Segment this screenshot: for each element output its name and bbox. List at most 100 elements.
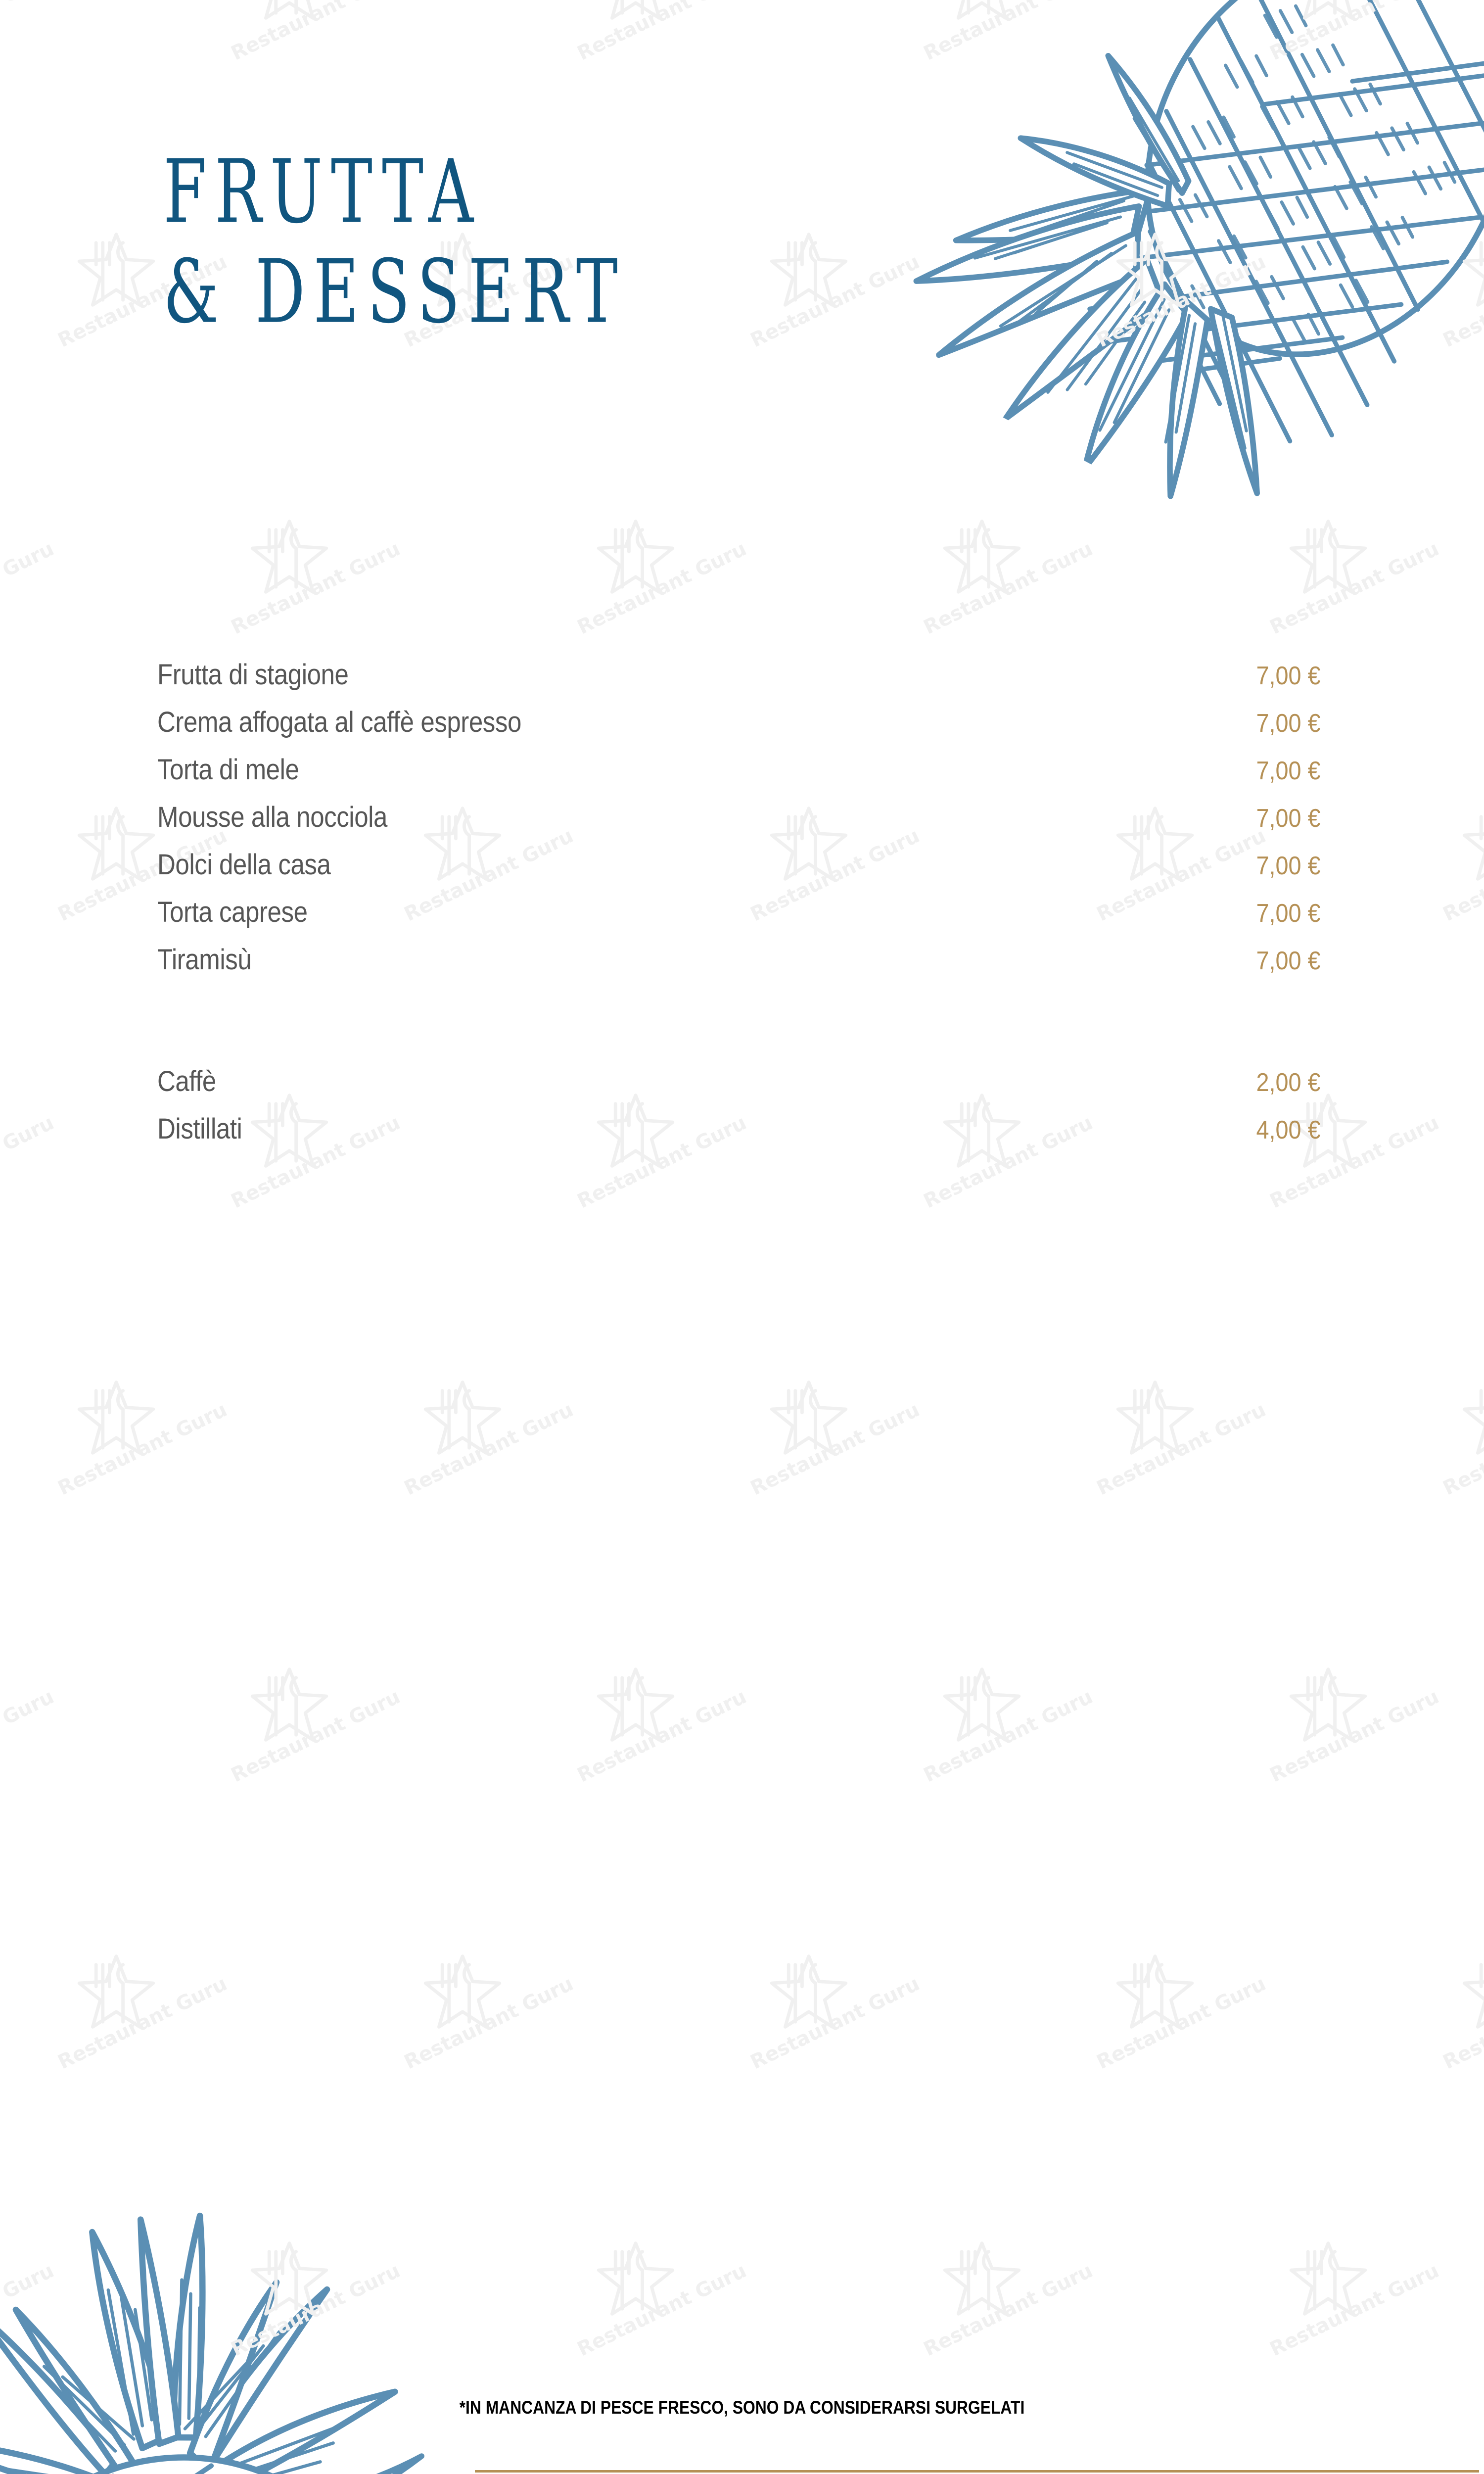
watermark-text: Restaurant Guru: [747, 1398, 924, 1500]
watermark-star-icon: [1113, 1950, 1291, 2128]
watermark-star-icon: [0, 515, 79, 693]
item-name: Frutta di stagione: [157, 659, 349, 691]
page-title: FRUTTA & DESSERT: [163, 148, 714, 348]
item-price: 7,00 €: [1256, 662, 1321, 690]
watermark-star-icon: [247, 0, 425, 119]
watermark-text: Restaurant Guru: [1439, 1398, 1484, 1500]
footer-divider: [475, 2470, 1479, 2473]
watermark-text: Restaurant Guru: [1439, 824, 1484, 926]
watermark-text: Restaurant Guru: [1266, 0, 1443, 65]
watermark-text: Restaurant Guru: [574, 2259, 750, 2361]
watermark-text: Restaurant Guru: [1266, 1685, 1443, 1787]
watermark-star-icon: [0, 0, 79, 119]
watermark-text: Restaurant Guru: [1439, 250, 1484, 352]
group-spacer: [157, 991, 1321, 1065]
menu-row: Torta di mele 7,00 €: [157, 753, 1321, 801]
pineapple-illustration-top-right: [835, 0, 1484, 595]
watermark-star-icon: [1459, 802, 1484, 980]
watermark-text: Restaurant Guru: [1093, 1972, 1270, 2074]
watermark-star-icon: [1459, 1376, 1484, 1554]
watermark-text: Restaurant Guru: [54, 1972, 231, 2074]
menu-row: Mousse alla nocciola 7,00 €: [157, 801, 1321, 848]
watermark-text: Restaurant Guru: [228, 0, 404, 65]
watermark-star-icon: [940, 1663, 1118, 1841]
watermark-text: Restaurant Guru: [920, 537, 1097, 639]
menu-row: Distillati 4,00 €: [157, 1112, 1321, 1160]
pineapple-illustration-bottom-left: [0, 2119, 501, 2474]
watermark-star-icon: [767, 228, 945, 406]
item-name: Dolci della casa: [157, 849, 331, 881]
watermark-text: Restaurant Guru: [920, 1685, 1097, 1787]
watermark-text: Restaurant Guru: [401, 1398, 577, 1500]
menu-row: Torta caprese 7,00 €: [157, 896, 1321, 943]
menu-row: Crema affogata al caffè espresso 7,00 €: [157, 706, 1321, 753]
watermark-star-icon: [1286, 1663, 1464, 1841]
watermark-star-icon: [247, 2236, 425, 2415]
watermark-star-icon: [0, 1663, 79, 1841]
watermark-star-icon: [74, 1376, 252, 1554]
item-name: Torta di mele: [157, 754, 299, 786]
menu-row: Tiramisù 7,00 €: [157, 943, 1321, 991]
watermark-star-icon: [1113, 1376, 1291, 1554]
watermark-star-icon: [1286, 2236, 1464, 2415]
watermark-text: Restaurant Guru: [0, 537, 58, 639]
menu-row: Dolci della casa 7,00 €: [157, 848, 1321, 896]
watermark-text: Restaurant Guru: [401, 1972, 577, 2074]
watermark-text: Restaurant Guru: [574, 0, 750, 65]
watermark-text: Restaurant Guru: [1093, 250, 1270, 352]
menu-row: Frutta di stagione 7,00 €: [157, 658, 1321, 706]
watermark-text: Restaurant Guru: [228, 537, 404, 639]
watermark-text: Restaurant Guru: [747, 1972, 924, 2074]
item-name: Mousse alla nocciola: [157, 801, 387, 833]
watermark-text: Restaurant Guru: [228, 2259, 404, 2361]
item-price: 7,00 €: [1256, 947, 1321, 975]
item-price: 7,00 €: [1256, 899, 1321, 928]
watermark-text: Restaurant Guru: [574, 1685, 750, 1787]
item-name: Distillati: [157, 1113, 242, 1145]
watermark-text: Restaurant Guru: [1439, 1972, 1484, 2074]
watermark-star-icon: [1286, 0, 1464, 119]
menu-items-list: Frutta di stagione 7,00 € Crema affogata…: [157, 658, 1321, 1160]
watermark-star-icon: [940, 2236, 1118, 2415]
title-line-2: & DESSERT: [163, 241, 626, 343]
watermark-star-icon: [420, 1950, 599, 2128]
item-price: 4,00 €: [1256, 1116, 1321, 1144]
watermark-star-icon: [594, 2236, 772, 2415]
watermark-text: Restaurant Guru: [0, 1685, 58, 1787]
item-price: 7,00 €: [1256, 852, 1321, 880]
watermark-text: Restaurant Guru: [1093, 1398, 1270, 1500]
watermark-star-icon: [594, 0, 772, 119]
item-price: 7,00 €: [1256, 709, 1321, 738]
watermark-star-icon: [1113, 228, 1291, 406]
watermark-text: Restaurant Guru: [574, 537, 750, 639]
watermark-text: Restaurant Guru: [747, 250, 924, 352]
watermark-star-icon: [594, 1663, 772, 1841]
watermark-star-icon: [420, 1376, 599, 1554]
watermark-star-icon: [74, 1950, 252, 2128]
watermark-text: Restaurant Guru: [54, 1398, 231, 1500]
watermark-star-icon: [0, 1089, 79, 1267]
watermark-text: Restaurant Guru: [1266, 537, 1443, 639]
item-price: 7,00 €: [1256, 757, 1321, 785]
watermark-star-icon: [1459, 1950, 1484, 2128]
watermark-star-icon: [247, 1663, 425, 1841]
watermark-star-icon: [0, 2236, 79, 2415]
watermark-star-icon: [767, 1950, 945, 2128]
watermark-text: Restaurant Guru: [0, 1111, 58, 1213]
watermark-text: Restaurant Guru: [920, 2259, 1097, 2361]
title-line-1: FRUTTA: [163, 141, 482, 243]
footer-disclaimer: *IN MANCANZA DI PESCE FRESCO, SONO DA CO…: [459, 2397, 1025, 2418]
watermark-text: Restaurant Guru: [228, 1685, 404, 1787]
menu-row: Caffè 2,00 €: [157, 1065, 1321, 1112]
watermark-text: Restaurant Guru: [0, 2259, 58, 2361]
watermark-star-icon: [940, 0, 1118, 119]
item-name: Tiramisù: [157, 944, 252, 976]
item-name: Caffè: [157, 1065, 216, 1097]
watermark-text: Restaurant Guru: [0, 0, 57, 65]
item-price: 2,00 €: [1256, 1068, 1321, 1097]
item-name: Crema affogata al caffè espresso: [157, 706, 521, 738]
watermark-text: Restaurant Guru: [920, 0, 1097, 65]
item-name: Torta caprese: [157, 896, 308, 928]
